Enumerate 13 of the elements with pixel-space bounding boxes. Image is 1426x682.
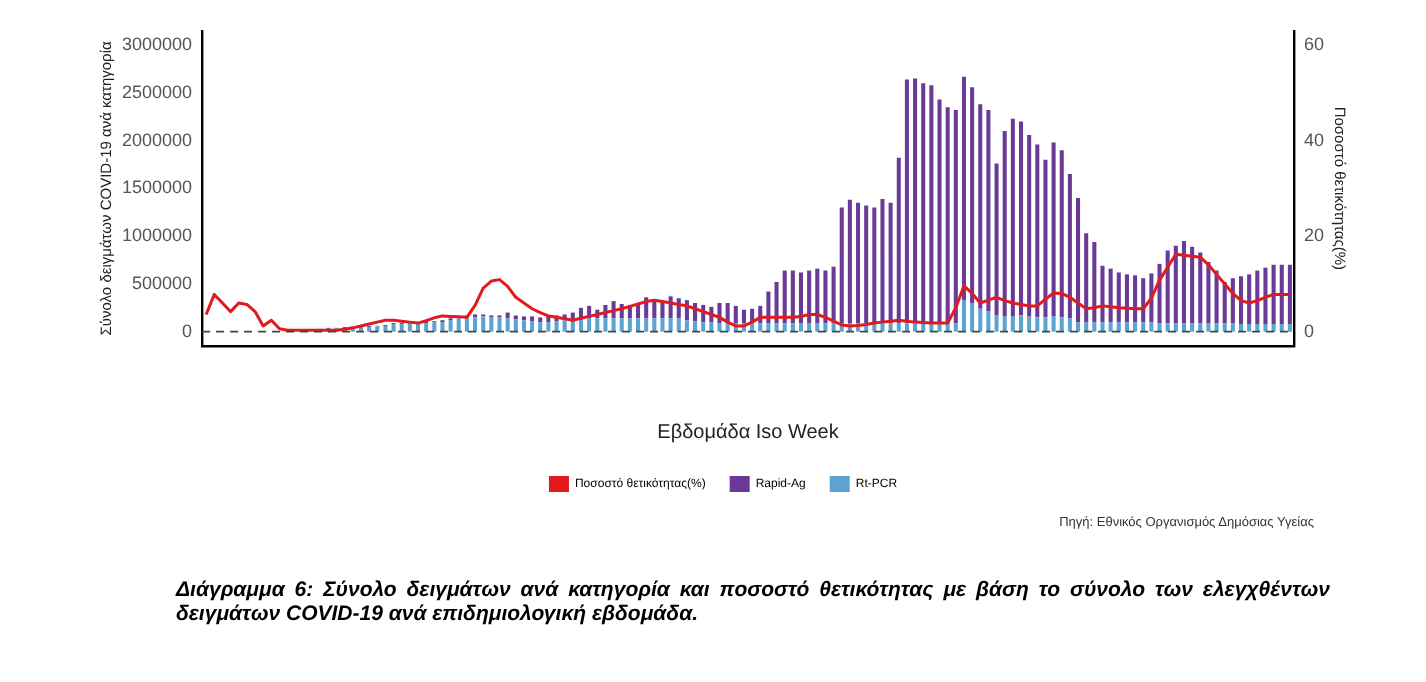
y-tick-label: 2000000 [121,129,193,150]
y-tick-label: 1500000 [121,177,193,198]
y2-tick-label: 60 [1303,34,1325,55]
y-tick-label: 2500000 [121,81,193,102]
y-tick-label: 1000000 [121,225,193,246]
y-tick-label: 0 [182,320,193,341]
y2-tick-label: 40 [1303,129,1325,150]
y-tick-label: 500000 [131,272,193,293]
y-tick-label: 3000000 [121,34,193,55]
x-axis-title: Εβδομάδα Iso Week [657,421,841,444]
y2-tick-label: 0 [1303,320,1315,341]
y2-tick-label: 20 [1303,225,1325,246]
text: Διάγραμμα 6: Σύνολο δειγμάτων ανά κατηγορία και ποσοστό θετικότητας με βάση το σύνολο των ελεγχθέντων δειγμάτων COVID-19 ανά επιδημιολογική εβδομάδα. [173,578,1332,626]
